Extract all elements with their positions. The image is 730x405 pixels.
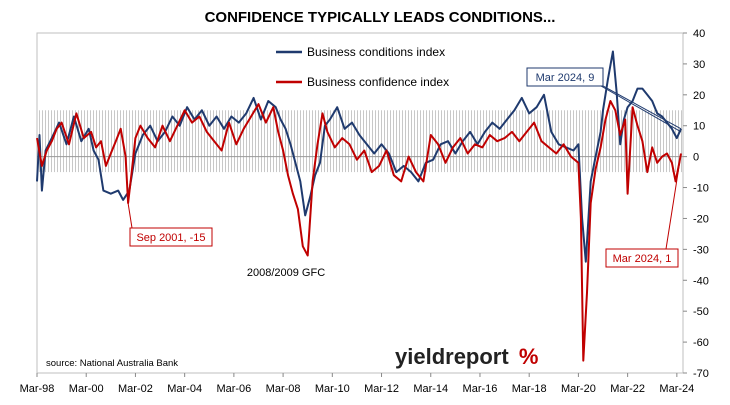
x-tick-label: Mar-06 [216, 383, 251, 395]
legend: Business conditions index Business confi… [276, 45, 449, 89]
annotation-leader [600, 85, 682, 133]
y-tick-label: 40 [693, 28, 705, 40]
y-tick-label: 20 [693, 90, 705, 102]
series-line-conditions [36, 50, 682, 263]
yieldreport-logo: yieldreport % [395, 344, 538, 369]
annotation-leader [665, 153, 682, 250]
x-tick-label: Mar-02 [118, 383, 153, 395]
x-tick-label: Mar-18 [512, 383, 547, 395]
chart-title: CONFIDENCE TYPICALLY LEADS CONDITIONS... [205, 9, 556, 26]
y-tick-label: -50 [693, 306, 709, 318]
y-tick-label: -40 [693, 275, 709, 287]
annotation-gfc-label: 2008/2009 GFC [247, 267, 325, 279]
annotation-leader [127, 202, 133, 229]
y-tick-label: -30 [693, 244, 709, 256]
annotation-box [526, 67, 604, 87]
plot-frame [36, 32, 684, 374]
x-tick-label: Mar-04 [167, 383, 202, 395]
annotation-label: Mar 2024, 1 [613, 253, 672, 265]
series-line-confidence [36, 100, 682, 362]
y-tick-label: 10 [693, 121, 705, 133]
y-tick-label: -10 [693, 183, 709, 195]
annotation-leader [602, 85, 682, 130]
legend-label-confidence: Business confidence index [307, 75, 449, 89]
x-tick-label: Mar-00 [69, 383, 104, 395]
y-tick-label: -20 [693, 213, 709, 225]
annotation-box [605, 248, 679, 268]
x-tick-label: Mar-20 [561, 383, 596, 395]
y-tick-label: -70 [693, 368, 709, 380]
legend-label-conditions: Business conditions index [307, 45, 445, 59]
plot-area: 40 30 20 10 0 -10 -20 -30 -40 -50 -60 -70 Mar-98 Mar-… [20, 28, 709, 395]
x-tick-label: Mar-10 [315, 383, 350, 395]
y-tick-label: 30 [693, 59, 705, 71]
annotation-box [129, 227, 213, 247]
source-note: source: National Australia Bank [46, 358, 178, 369]
x-tick-label: Mar-24 [659, 383, 694, 395]
x-tick-label: Mar-12 [364, 383, 399, 395]
x-tick-label: Mar-16 [463, 383, 498, 395]
x-tick-label: Mar-22 [610, 383, 645, 395]
x-tick-label: Mar-14 [413, 383, 448, 395]
annotation-label: Sep 2001, -15 [136, 232, 205, 244]
x-tick-label: Mar-98 [20, 383, 55, 395]
logo-percent-mark: % [519, 344, 539, 369]
logo-wordmark: yieldreport [395, 344, 509, 369]
y-tick-label: 0 [693, 152, 699, 164]
x-tick-label: Mar-08 [266, 383, 301, 395]
shaded-band [37, 110, 683, 173]
y-tick-label: -60 [693, 337, 709, 349]
annotation-label: Mar 2024, 9 [536, 72, 595, 84]
